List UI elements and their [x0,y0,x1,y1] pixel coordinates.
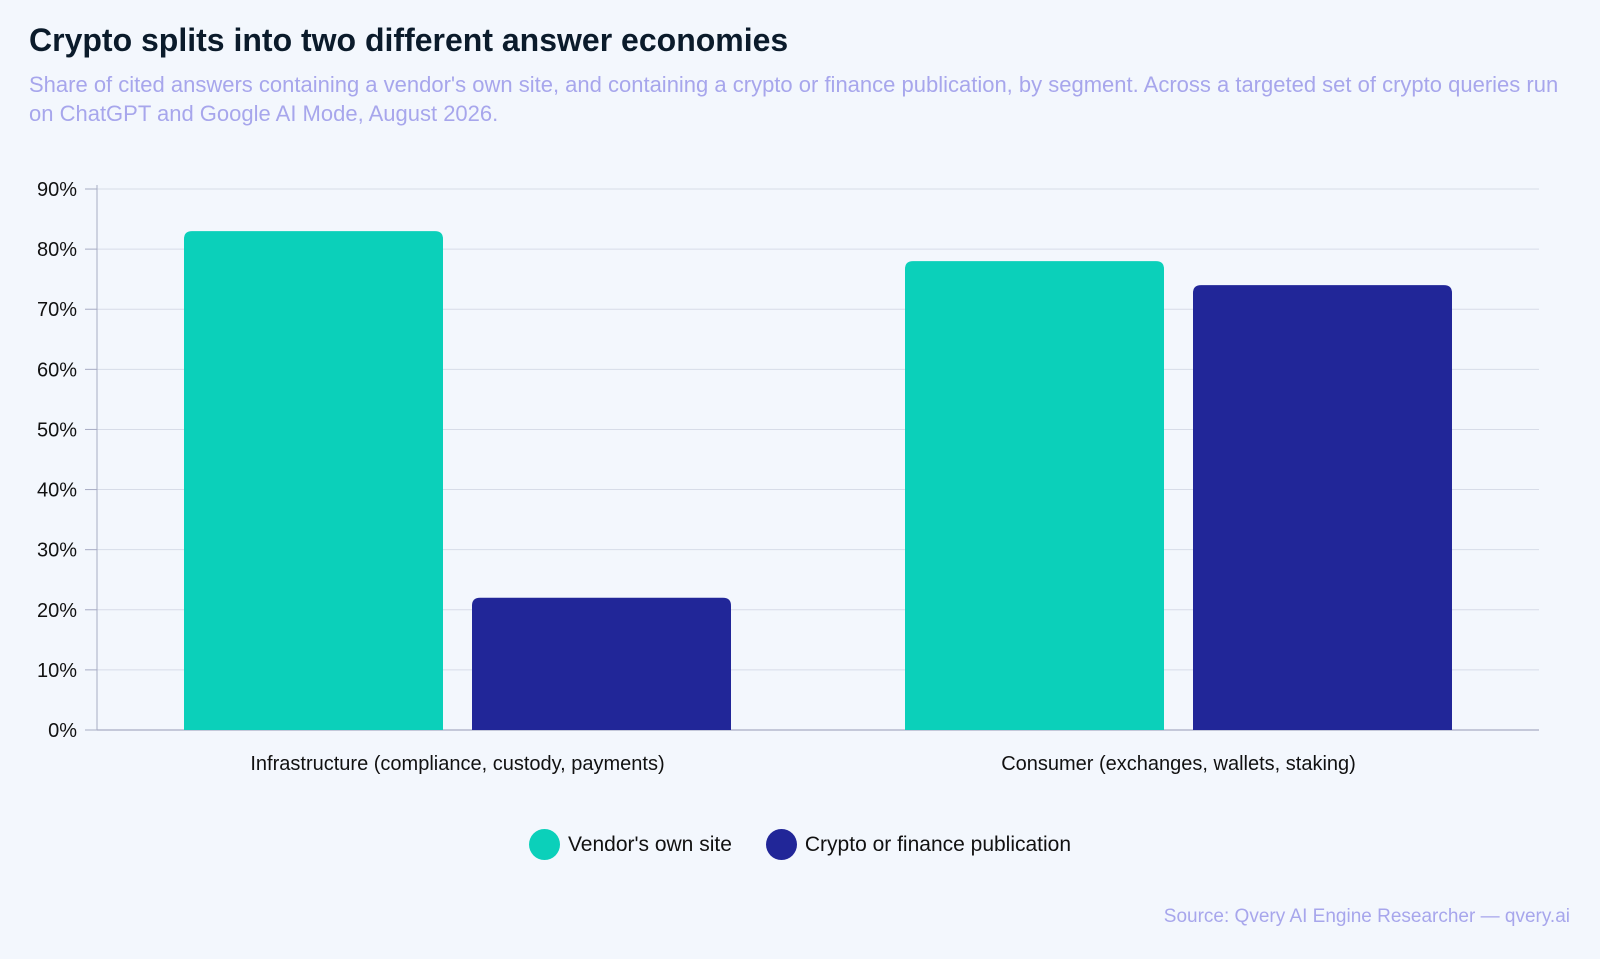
y-tick-label: 0% [48,720,77,742]
bar-chart: 0% 10% 20% 30% 40% 50% 60% 70% 80% 90% Infrastruct… [37,179,1539,775]
legend-swatch-vendor [528,829,560,860]
x-category-label: Infrastructure (compliance, custody, pay… [250,753,664,775]
bar-vendor-1 [184,231,443,731]
x-category-label: Consumer (exchanges, wallets, staking) [1001,753,1356,775]
y-tick-label: 20% [37,600,77,622]
y-tick-label: 90% [37,179,77,201]
y-tick-label: 40% [37,480,77,502]
legend: Vendor's own site Crypto or finance publ… [0,829,1600,860]
y-tick-label: 30% [37,540,77,562]
chart-title: Crypto splits into two different answer … [29,22,789,58]
legend-label-vendor: Vendor's own site [567,832,732,856]
y-tick-label: 50% [37,419,77,441]
legend-label-publication: Crypto or finance publication [804,832,1072,856]
legend-item-vendor: Vendor's own site [528,829,732,860]
bar-vendor-2 [905,261,1164,730]
y-tick-label: 70% [37,299,77,321]
chart-subtitle: Share of cited answers containing a vend… [29,72,1559,126]
y-tick-label: 10% [37,660,77,682]
bar-publication-2 [1193,285,1452,730]
bar-publication-1 [472,597,731,730]
legend-item-publication: Crypto or finance publication [765,829,1072,860]
legend-swatch-publication [765,829,797,860]
y-tick-label: 60% [37,359,77,381]
source-note: Source: Qvery AI Engine Researcher — qve… [1163,906,1570,927]
y-tick-label: 80% [37,239,77,261]
